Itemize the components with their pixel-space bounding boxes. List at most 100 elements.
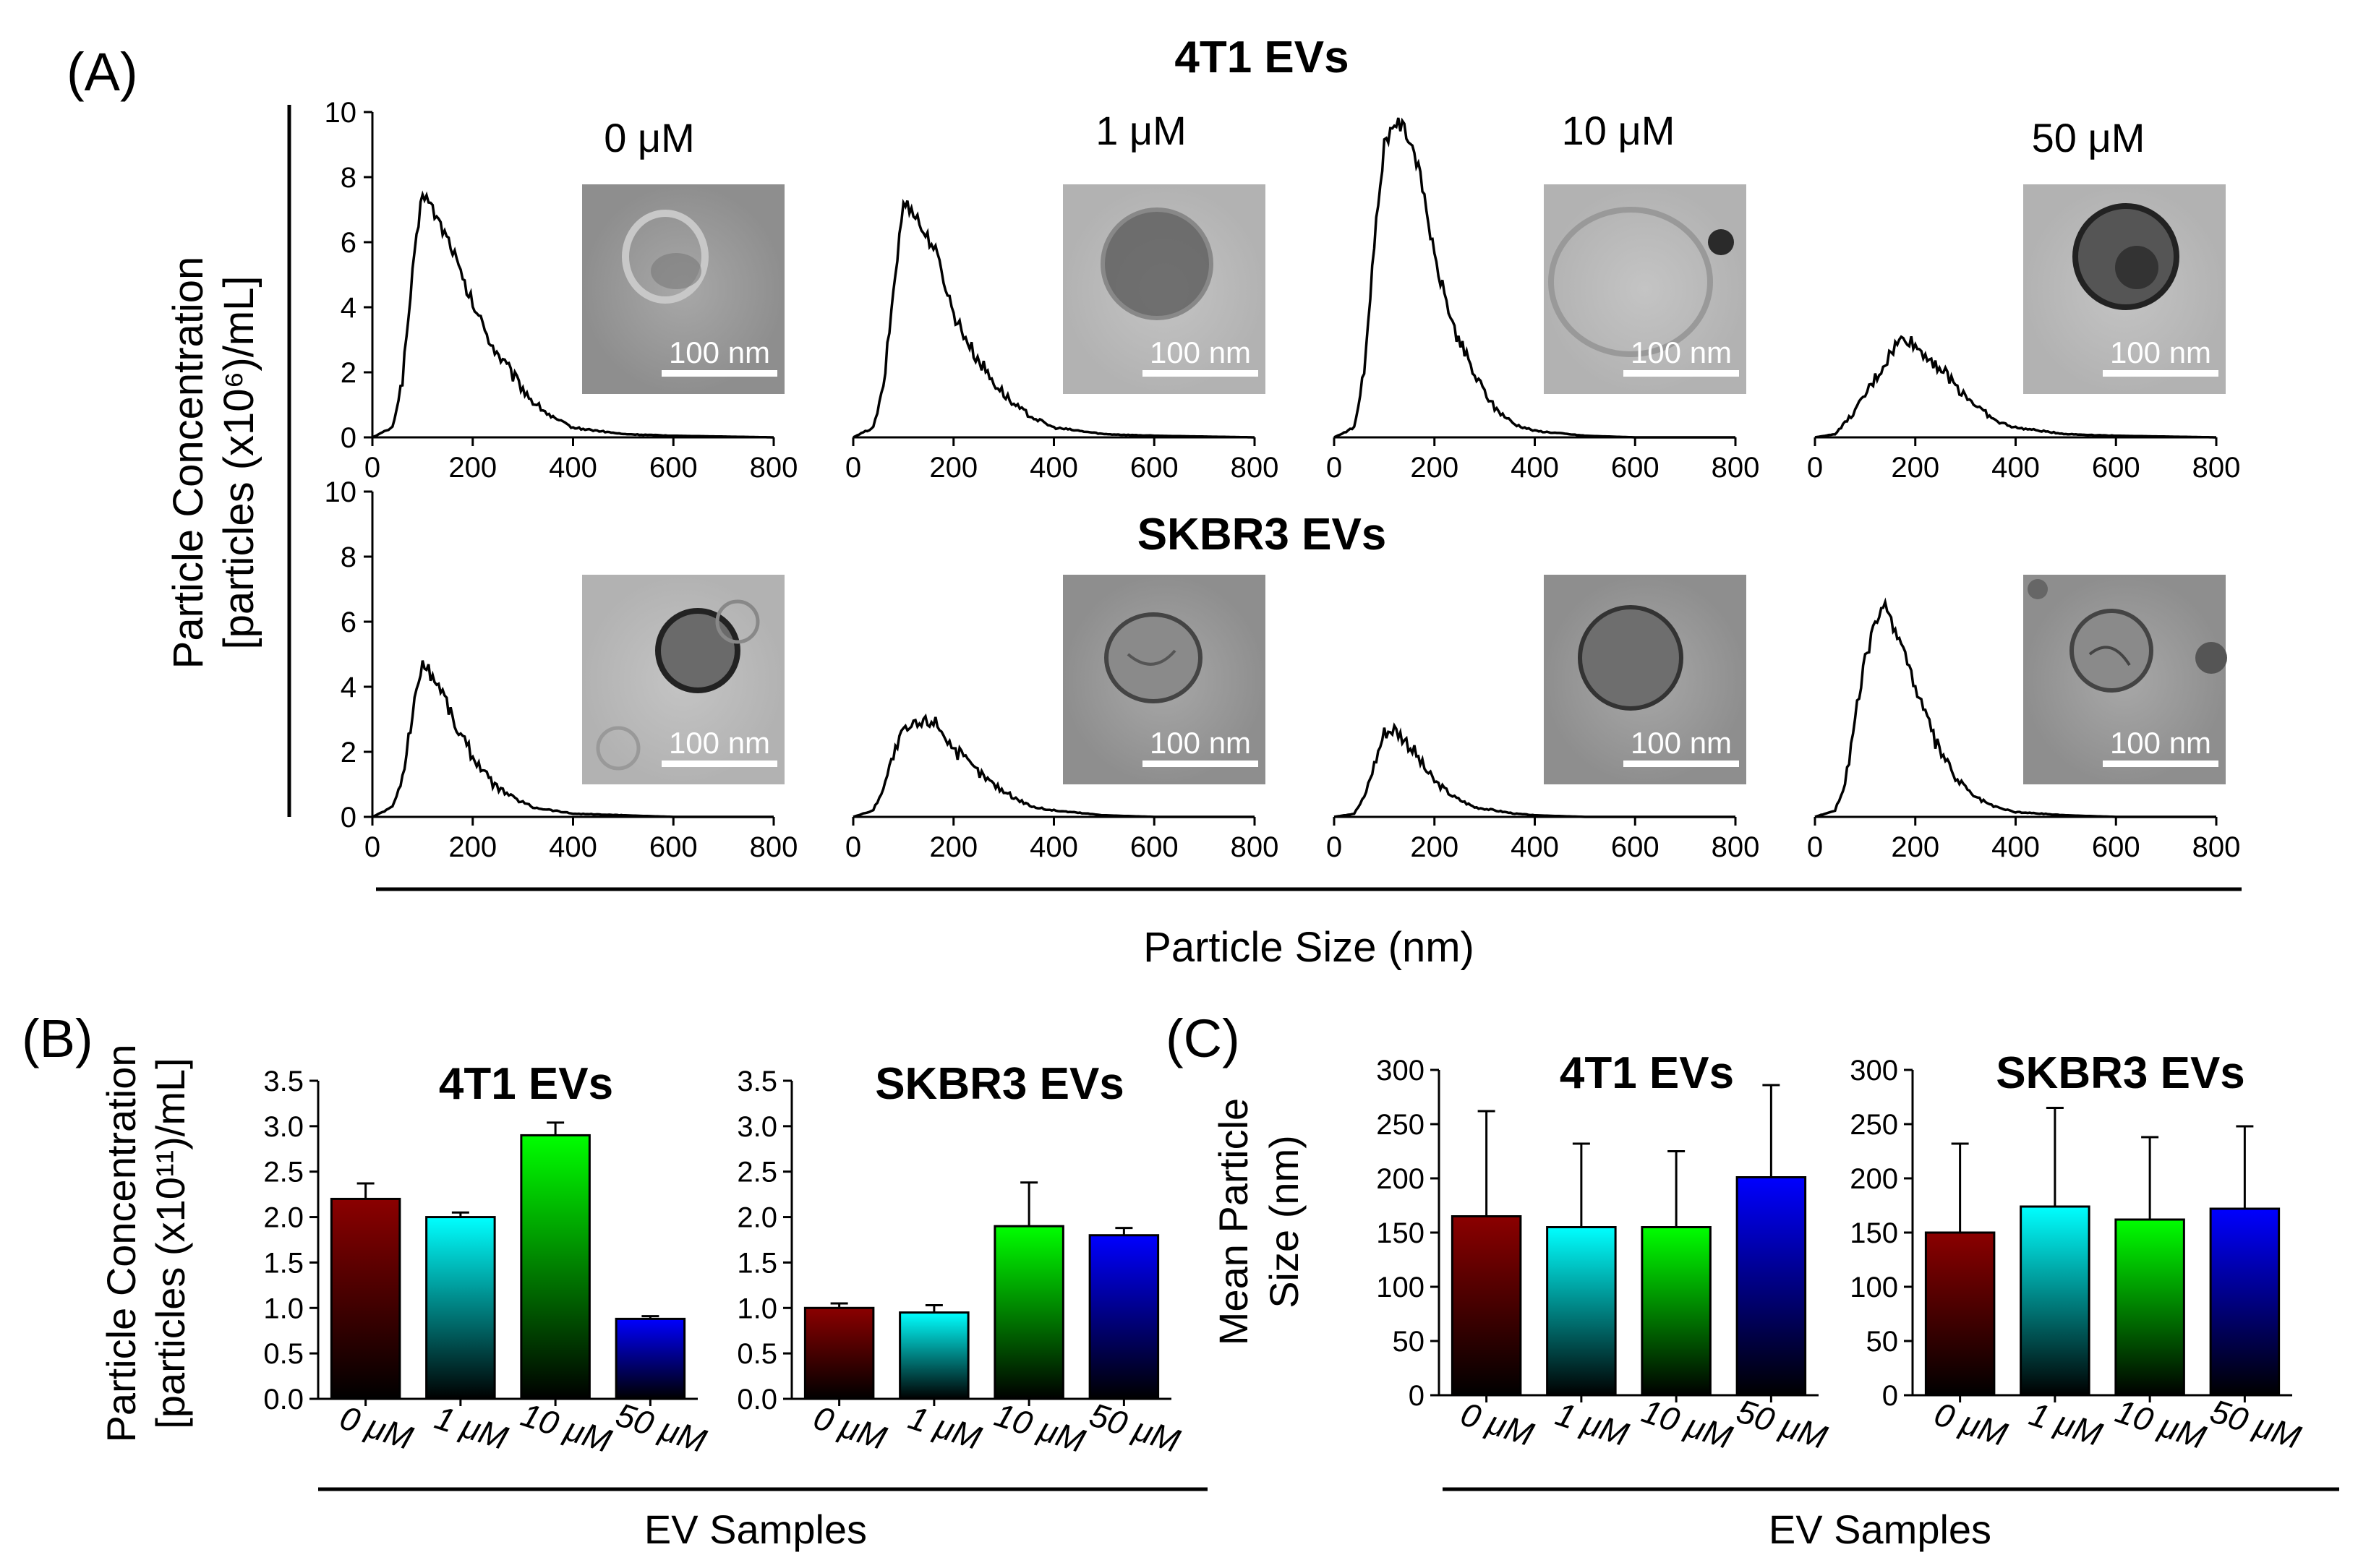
- x-tick-label: 1 μM: [430, 1398, 513, 1457]
- x-tick-label: 600: [2092, 452, 2140, 484]
- bar: [2020, 1205, 2090, 1397]
- x-tick-label: 600: [649, 452, 698, 484]
- y-tick-label: 50: [1393, 1326, 1425, 1358]
- panel-b-ylabel-line1: Particle Concentration: [98, 1045, 144, 1443]
- x-tick-label: 400: [1030, 452, 1078, 484]
- x-tick-label: 800: [1712, 452, 1760, 484]
- bar-chart-c-4t1: 4T1 EVs 0 50 100 150 200 250 300 0 μM 1 μM 10 μM50…: [1376, 1048, 1832, 1456]
- nta-curves: [372, 117, 2216, 818]
- x-tick-label: 0: [1326, 452, 1342, 484]
- x-tick-label: 0 μM: [1930, 1395, 2012, 1453]
- y-tick-label: 1.5: [737, 1247, 777, 1279]
- bar: [2209, 1207, 2281, 1397]
- x-tick-label: 400: [1511, 831, 1559, 863]
- nta-axis-4t1-0: 0 200 400 600 800 0 2 4 6 8 10: [325, 97, 798, 484]
- bar-chart-title: 4T1 EVs: [439, 1059, 613, 1109]
- x-tick-label: 400: [1991, 452, 2040, 484]
- condition-label-1uM: 1 μM: [1095, 108, 1187, 153]
- x-tick-label: 800: [750, 452, 798, 484]
- y-tick-label: 1.0: [737, 1293, 777, 1324]
- x-tick-label: 800: [2192, 831, 2241, 863]
- x-tick-label: 600: [1130, 831, 1179, 863]
- y-tick-label: 6: [341, 607, 356, 638]
- y-tick-label: 3.5: [263, 1066, 304, 1097]
- y-tick-label: 300: [1376, 1055, 1424, 1087]
- x-tick-label: 800: [1712, 831, 1760, 863]
- bar: [425, 1216, 496, 1400]
- bar: [1088, 1234, 1160, 1400]
- bar: [994, 1225, 1064, 1400]
- x-tick-label: 1 μM: [904, 1398, 986, 1457]
- y-tick-label: 200: [1850, 1163, 1898, 1195]
- y-tick-label: 4: [341, 292, 356, 324]
- x-tick-label: 10 μM: [2111, 1392, 2210, 1456]
- y-tick-label: 2.5: [263, 1157, 304, 1188]
- scale-bar-label: 100 nm: [1150, 726, 1251, 760]
- x-tick-label: 0: [1807, 452, 1823, 484]
- x-tick-label: 50 μM: [1733, 1392, 1832, 1456]
- y-tick-label: 0.0: [263, 1384, 304, 1415]
- x-tick-label: 400: [1991, 831, 2040, 863]
- scale-bar-label: 100 nm: [1150, 335, 1251, 369]
- y-tick-label: 3.0: [263, 1111, 304, 1143]
- x-tick-label: 0 μM: [336, 1398, 418, 1457]
- nta-axis-4t1-2: 0 200 400 600 800: [1326, 436, 1760, 484]
- scale-bar-label: 100 nm: [669, 726, 770, 760]
- x-tick-label: 400: [1511, 452, 1559, 484]
- nta-curve-4t1-0: [372, 190, 774, 439]
- condition-label-50uM: 50 μM: [2032, 115, 2145, 160]
- x-tick-label: 1 μM: [1551, 1395, 1633, 1453]
- nta-axis-4t1-3: 0 200 400 600 800: [1807, 436, 2240, 484]
- bar: [1546, 1226, 1617, 1397]
- tem-inset-skbr3-1uM: 100 nm: [1063, 575, 1265, 784]
- x-tick-label: 0: [845, 452, 861, 484]
- nta-curve-skbr3-2: [1333, 722, 1735, 818]
- x-tick-label: 400: [549, 452, 597, 484]
- y-tick-label: 150: [1850, 1217, 1898, 1249]
- x-tick-label: 200: [448, 452, 497, 484]
- x-tick-label: 800: [750, 831, 798, 863]
- x-tick-label: 0 μM: [809, 1398, 892, 1457]
- bar: [1451, 1215, 1522, 1397]
- bar-chart-c-skbr3: SKBR3 EVs 0 50 100 150 200 250 300 0 μM 1 μM 10 μM…: [1850, 1048, 2305, 1456]
- y-tick-label: 0: [1409, 1380, 1424, 1412]
- x-tick-label: 200: [1891, 831, 1939, 863]
- x-tick-label: 0: [364, 452, 380, 484]
- x-tick-label: 200: [1410, 831, 1458, 863]
- tem-inset-4t1-10uM: 100 nm: [1544, 184, 1746, 394]
- x-tick-label: 200: [929, 831, 978, 863]
- x-tick-label: 800: [1231, 831, 1279, 863]
- tem-insets: 100 nm 100 nm 100 nm 100 nm: [582, 184, 2227, 784]
- y-tick-label: 8: [341, 162, 356, 194]
- nta-curve-skbr3-0: [372, 660, 774, 818]
- x-tick-label: 600: [649, 831, 698, 863]
- bar: [2114, 1218, 2185, 1397]
- bar-chart-title: SKBR3 EVs: [875, 1059, 1124, 1109]
- row-title-skbr3: SKBR3 EVs: [1137, 510, 1387, 560]
- x-tick-label: 1 μM: [2025, 1395, 2107, 1453]
- scale-bar-label: 100 nm: [669, 335, 770, 369]
- y-tick-label: 1.0: [263, 1293, 304, 1324]
- x-tick-label: 600: [1611, 831, 1659, 863]
- x-tick-label: 200: [448, 831, 497, 863]
- y-tick-label: 250: [1376, 1109, 1424, 1141]
- scale-bar-label: 100 nm: [2110, 335, 2211, 369]
- bar: [1641, 1226, 1712, 1397]
- bar: [330, 1197, 401, 1400]
- y-tick-label: 2.0: [263, 1202, 304, 1234]
- bar: [615, 1317, 686, 1400]
- x-tick-label: 0: [1326, 831, 1342, 863]
- nta-curve-skbr3-3: [1814, 597, 2216, 818]
- x-tick-label: 0: [845, 831, 861, 863]
- nta-axis-skbr3-0: 0 200 400 600 800 0 2 4 6 8 10: [325, 476, 798, 863]
- y-tick-label: 2: [341, 737, 356, 768]
- y-tick-label: 3.0: [737, 1111, 777, 1143]
- y-tick-label: 100: [1850, 1272, 1898, 1303]
- x-tick-label: 10 μM: [1637, 1392, 1737, 1456]
- y-tick-label: 2.0: [737, 1202, 777, 1234]
- condition-label-10uM: 10 μM: [1562, 108, 1675, 153]
- x-tick-label: 600: [1130, 452, 1179, 484]
- y-tick-label: 0: [1882, 1380, 1898, 1412]
- nta-curve-4t1-1: [853, 198, 1255, 439]
- y-tick-label: 0.0: [737, 1384, 777, 1415]
